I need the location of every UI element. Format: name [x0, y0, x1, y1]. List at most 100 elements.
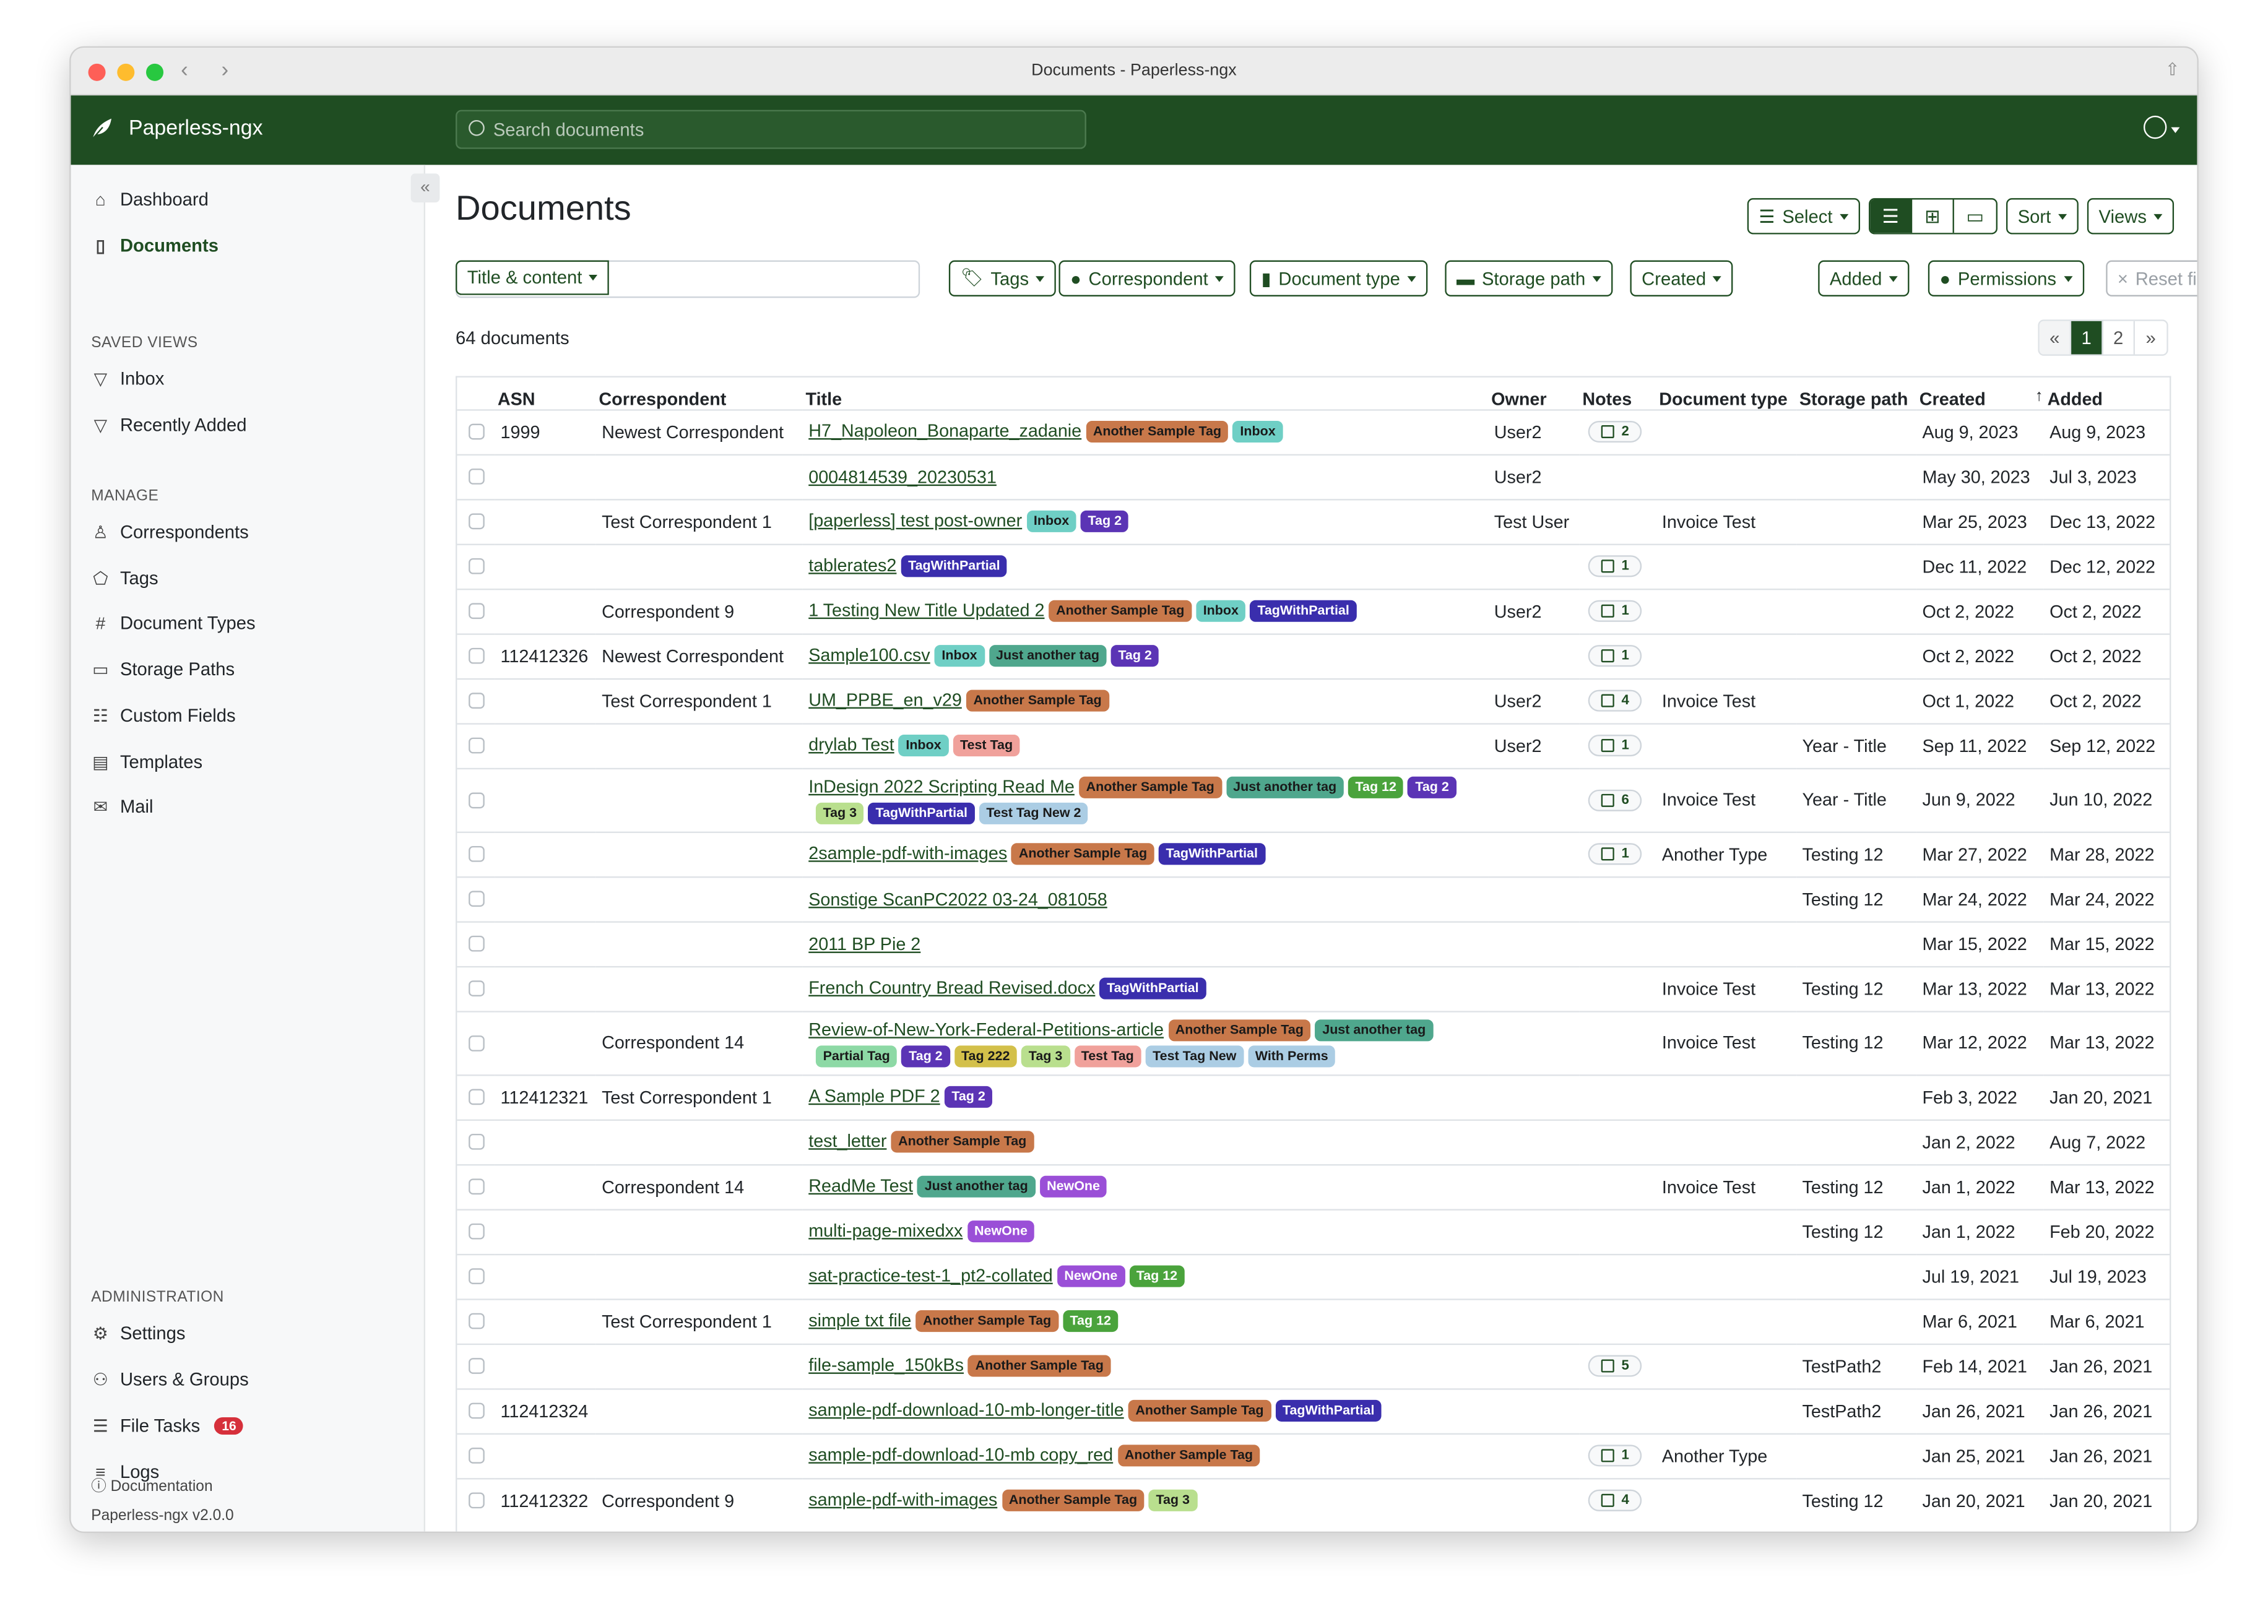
- document-type-cell[interactable]: Invoice Test: [1656, 1163, 1797, 1209]
- table-row[interactable]: InDesign 2022 Scripting Read Me Another S…: [457, 767, 2170, 832]
- tag-badge[interactable]: NewOne: [1057, 1265, 1125, 1287]
- document-type-cell[interactable]: [1656, 543, 1797, 589]
- document-title-link[interactable]: ReadMe Test: [808, 1175, 914, 1196]
- sidebar-item-documents[interactable]: ▯ Documents: [91, 236, 219, 256]
- large-cards-view-button[interactable]: ▭: [1954, 199, 1996, 233]
- correspondent-cell[interactable]: [595, 453, 803, 499]
- document-title-link[interactable]: 2011 BP Pie 2: [808, 933, 921, 954]
- column-header-correspondent[interactable]: Correspondent: [596, 378, 803, 409]
- tag-badge[interactable]: Another Sample Tag: [967, 1355, 1111, 1377]
- document-title-link[interactable]: sample-pdf-download-10-mb-longer-title: [808, 1399, 1124, 1420]
- tag-badge[interactable]: Inbox: [1026, 510, 1076, 532]
- sidebar-item-inbox[interactable]: ▽ Inbox: [91, 369, 165, 389]
- tag-badge[interactable]: TagWithPartial: [1158, 843, 1265, 865]
- storage-path-cell[interactable]: [1796, 1432, 1917, 1479]
- document-title-link[interactable]: sat-practice-test-1_pt2-collated: [808, 1265, 1053, 1286]
- document-type-cell[interactable]: [1656, 1073, 1797, 1120]
- row-checkbox[interactable]: [469, 1178, 485, 1195]
- document-title-link[interactable]: test_letter: [808, 1131, 887, 1152]
- text-filter-mode-dropdown[interactable]: Title & content: [456, 260, 610, 295]
- notes-badge[interactable]: 4: [1588, 689, 1642, 712]
- tag-badge[interactable]: Tag 2: [1110, 645, 1159, 667]
- notes-badge[interactable]: 1: [1588, 645, 1642, 667]
- tag-badge[interactable]: Another Sample Tag: [915, 1310, 1058, 1332]
- created-filter-button[interactable]: Created: [1630, 260, 1734, 297]
- prev-page-button[interactable]: «: [2039, 321, 2072, 355]
- close-window-button[interactable]: [88, 63, 106, 81]
- correspondent-cell[interactable]: [595, 1208, 803, 1254]
- tag-badge[interactable]: Another Sample Tag: [1049, 600, 1192, 622]
- notes-badge[interactable]: 6: [1588, 788, 1642, 811]
- table-row[interactable]: 112412324 sample-pdf-download-10-mb-longe…: [457, 1388, 2170, 1433]
- document-title-link[interactable]: H7_Napoleon_Bonaparte_zadanie: [808, 420, 1082, 441]
- column-header-title[interactable]: Title: [803, 378, 1489, 409]
- storage-path-cell[interactable]: [1796, 543, 1917, 589]
- sidebar-item-correspondents[interactable]: ♙ Correspondents: [91, 522, 249, 543]
- sidebar-item-custom-fields[interactable]: ☷ Custom Fields: [91, 706, 236, 726]
- table-row[interactable]: file-sample_150kBs Another Sample Tag 5 Tes…: [457, 1342, 2170, 1389]
- correspondent-cell[interactable]: [595, 965, 803, 1011]
- tag-badge[interactable]: Tag 3: [1021, 1045, 1070, 1067]
- brand-name[interactable]: Paperless-ngx: [128, 117, 263, 140]
- document-title-link[interactable]: tablerates2: [808, 555, 897, 576]
- correspondent-cell[interactable]: [595, 767, 803, 832]
- tag-badge[interactable]: Tag 12: [1129, 1265, 1185, 1287]
- table-row[interactable]: 2011 BP Pie 2 Mar 15, 2022 Mar 15, 2022: [457, 920, 2170, 966]
- correspondent-cell[interactable]: Test Correspondent 1: [595, 1073, 803, 1120]
- storage-path-cell[interactable]: [1796, 920, 1917, 966]
- back-icon[interactable]: ‹: [181, 58, 188, 83]
- tag-badge[interactable]: TagWithPartial: [868, 801, 975, 824]
- column-header-storage-path[interactable]: Storage path: [1796, 378, 1916, 409]
- tag-badge[interactable]: Another Sample Tag: [1117, 1445, 1260, 1467]
- sidebar-item-document-types[interactable]: # Document Types: [91, 614, 256, 634]
- tag-badge[interactable]: Test Tag New 2: [979, 801, 1089, 824]
- document-title-link[interactable]: Sonstige ScanPC2022 03-24_081058: [808, 888, 1107, 909]
- row-checkbox[interactable]: [469, 1358, 485, 1374]
- sidebar-item-logs[interactable]: ≡ Logs: [91, 1462, 159, 1482]
- storage-path-cell[interactable]: [1796, 498, 1917, 544]
- correspondent-cell[interactable]: Correspondent 9: [595, 587, 803, 634]
- correspondent-cell[interactable]: [595, 875, 803, 922]
- document-title-link[interactable]: simple txt file: [808, 1310, 912, 1331]
- tag-badge[interactable]: TagWithPartial: [1275, 1399, 1382, 1422]
- row-checkbox[interactable]: [469, 792, 485, 808]
- document-type-cell[interactable]: [1656, 1388, 1797, 1433]
- tag-badge[interactable]: Another Sample Tag: [1128, 1399, 1271, 1422]
- document-type-cell[interactable]: [1656, 453, 1797, 499]
- views-button[interactable]: Views: [2087, 198, 2175, 235]
- document-type-cell[interactable]: [1656, 1253, 1797, 1299]
- share-icon[interactable]: ⇧: [2165, 59, 2180, 80]
- storage-path-cell[interactable]: Testing 12: [1796, 1163, 1917, 1209]
- document-type-cell[interactable]: Invoice Test: [1656, 767, 1797, 832]
- text-filter-input[interactable]: Title & content: [456, 260, 920, 298]
- table-view-button[interactable]: ☰: [1870, 199, 1913, 233]
- row-checkbox[interactable]: [469, 1448, 485, 1464]
- tag-badge[interactable]: Another Sample Tag: [1168, 1019, 1311, 1041]
- storage-path-cell[interactable]: Testing 12: [1796, 1477, 1917, 1523]
- maximize-window-button[interactable]: [146, 63, 164, 81]
- document-type-cell[interactable]: [1656, 1208, 1797, 1254]
- table-row[interactable]: sample-pdf-download-10-mb copy_red Anothe…: [457, 1432, 2170, 1479]
- correspondent-cell[interactable]: [595, 722, 803, 768]
- tag-badge[interactable]: NewOne: [1039, 1175, 1107, 1198]
- tag-badge[interactable]: With Perms: [1248, 1045, 1336, 1067]
- tag-badge[interactable]: TagWithPartial: [901, 555, 1008, 577]
- column-header-document-type[interactable]: Document type: [1656, 378, 1797, 409]
- storage-path-cell[interactable]: Testing 12: [1796, 875, 1917, 922]
- table-row[interactable]: test_letter Another Sample Tag Jan 2, 2022…: [457, 1118, 2170, 1165]
- correspondent-cell[interactable]: Test Correspondent 1: [595, 677, 803, 723]
- storage-path-cell[interactable]: [1796, 587, 1917, 634]
- storage-path-cell[interactable]: Year - Title: [1796, 722, 1917, 768]
- table-row[interactable]: 112412322 Correspondent 9 sample-pdf-with-…: [457, 1477, 2170, 1523]
- document-title-link[interactable]: Sample100.csv: [808, 645, 930, 665]
- tag-badge[interactable]: Another Sample Tag: [1002, 1490, 1145, 1512]
- document-type-cell[interactable]: [1656, 920, 1797, 966]
- tag-badge[interactable]: Another Sample Tag: [1011, 843, 1154, 865]
- document-type-cell[interactable]: [1656, 875, 1797, 922]
- forward-icon[interactable]: ›: [221, 58, 229, 83]
- added-filter-button[interactable]: Added: [1818, 260, 1910, 297]
- table-row[interactable]: Correspondent 14 ReadMe Test Just another …: [457, 1163, 2170, 1209]
- sidebar-item-templates[interactable]: ▤ Templates: [91, 751, 202, 772]
- tag-badge[interactable]: Tag 3: [1148, 1490, 1197, 1512]
